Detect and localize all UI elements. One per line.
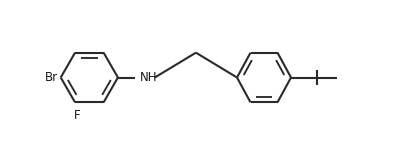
Text: NH: NH (140, 71, 157, 84)
Text: F: F (74, 108, 80, 122)
Text: Br: Br (44, 71, 58, 84)
